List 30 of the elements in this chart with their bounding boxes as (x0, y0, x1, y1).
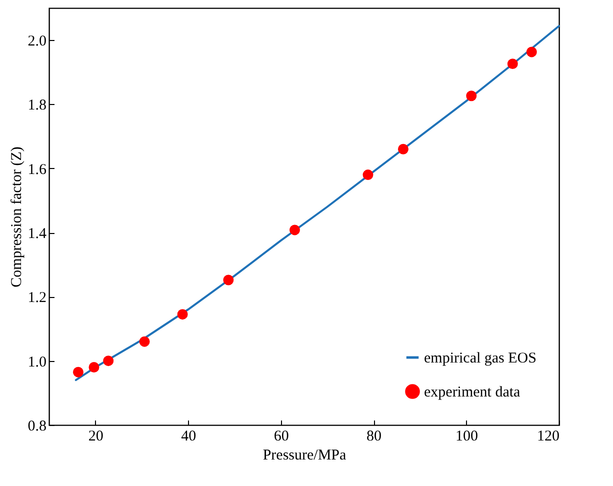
point (362, 170, 374, 180)
point (103, 356, 114, 366)
point (139, 336, 150, 347)
point (223, 274, 234, 286)
point (177, 309, 188, 320)
legend-label: empirical gas EOS (424, 350, 536, 366)
point (289, 224, 300, 236)
x-tick-label: 20 (88, 428, 104, 444)
y-tick-label: 1.6 (28, 162, 47, 178)
x-tick-label: 40 (181, 428, 196, 444)
point (466, 90, 477, 102)
point (526, 46, 537, 58)
x-axis-title: Pressure/MPa (262, 448, 347, 464)
x-tick-label: 100 (456, 428, 478, 444)
y-tick-label: 0.8 (28, 418, 46, 434)
point (398, 144, 408, 154)
y-tick-label: 1.8 (28, 98, 46, 114)
y-tick-label: 1.0 (28, 354, 46, 370)
y-tick-label: 1.2 (28, 290, 46, 306)
x-tick-label: 120 (537, 428, 560, 444)
y-axis-title: Compression factor (Z) (8, 146, 25, 288)
line-series (74, 24, 560, 382)
y-tick-label: 1.4 (28, 226, 47, 242)
point (72, 366, 84, 378)
y-tick-label: 2.0 (28, 34, 46, 50)
legend-label: experiment data (424, 384, 521, 400)
point (88, 362, 100, 372)
point (507, 58, 518, 70)
x-tick-label: 60 (274, 428, 289, 444)
x-tick-label: 80 (366, 428, 382, 444)
